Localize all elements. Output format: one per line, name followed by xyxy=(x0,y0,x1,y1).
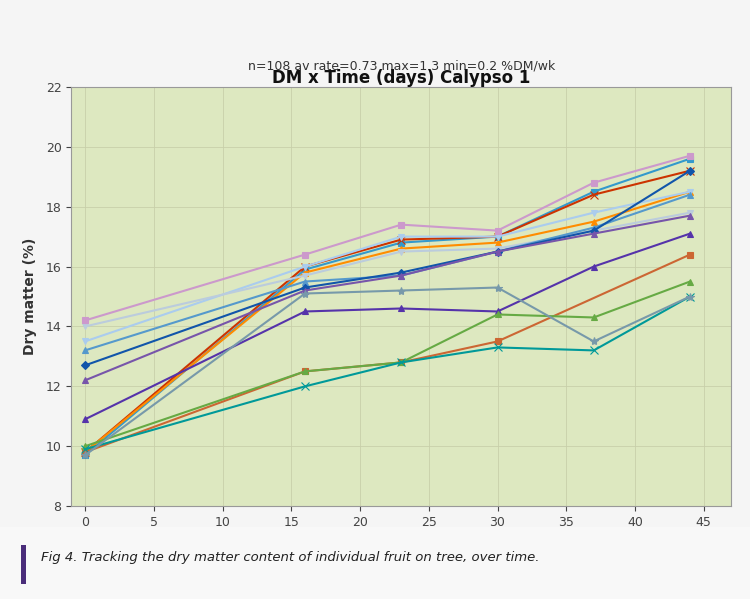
X-axis label: Time (days): Time (days) xyxy=(351,537,451,552)
Y-axis label: Dry matter (%): Dry matter (%) xyxy=(23,238,38,355)
Title: DM x Time (days) Calypso 1: DM x Time (days) Calypso 1 xyxy=(272,69,530,87)
Text: Fig 4. Tracking the dry matter content of individual fruit on tree, over time.: Fig 4. Tracking the dry matter content o… xyxy=(41,550,540,564)
Text: n=108 av rate=0.73 max=1.3 min=0.2 %DM/wk: n=108 av rate=0.73 max=1.3 min=0.2 %DM/w… xyxy=(248,59,555,72)
